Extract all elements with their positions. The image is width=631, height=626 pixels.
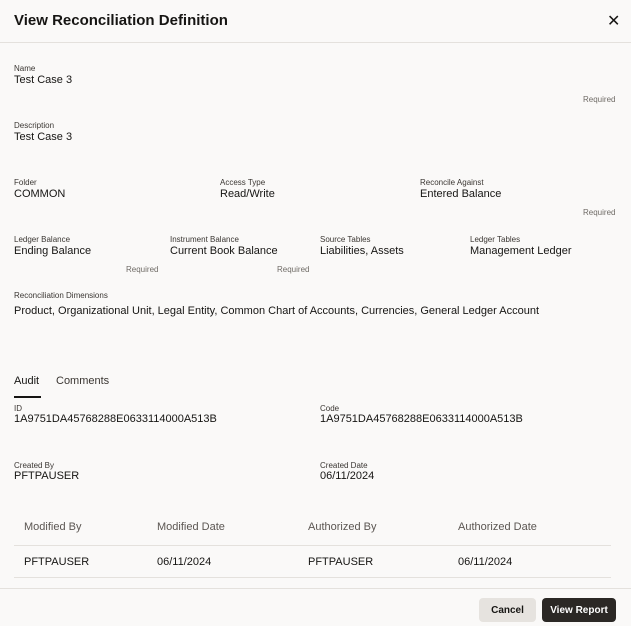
access-type-value: Read/Write [220, 188, 275, 200]
close-icon[interactable]: ✕ [607, 13, 621, 30]
active-tab-indicator [14, 396, 41, 398]
instrument-balance-value: Current Book Balance [170, 245, 278, 257]
ledger-balance-required: Required [126, 265, 159, 274]
reconcile-against-value: Entered Balance [420, 188, 502, 200]
access-type-label: Access Type [220, 178, 266, 187]
tab-comments[interactable]: Comments [56, 375, 110, 387]
dimensions-label: Reconciliation Dimensions [14, 291, 108, 300]
instrument-balance-required: Required [277, 265, 310, 274]
column-header-modified-by: Modified By [24, 521, 82, 533]
cancel-button[interactable]: Cancel [479, 598, 536, 622]
dialog-title: View Reconciliation Definition [14, 12, 228, 29]
column-header-modified-date: Modified Date [157, 521, 225, 533]
column-header-authorized-by: Authorized By [308, 521, 377, 533]
created-date-value: 06/11/2024 [320, 470, 375, 482]
created-date-label: Created Date [320, 461, 368, 470]
footer-divider [0, 588, 631, 589]
tab-audit[interactable]: Audit [14, 375, 40, 387]
table-cell-modified-by: PFTPAUSER [24, 556, 90, 568]
dimensions-value: Product, Organizational Unit, Legal Enti… [14, 305, 540, 317]
id-value: 1A9751DA45768288E0633114000A513B [14, 413, 217, 425]
name-value: Test Case 3 [14, 74, 73, 86]
folder-value: COMMON [14, 188, 66, 200]
instrument-balance-label: Instrument Balance [170, 235, 239, 244]
source-tables-label: Source Tables [320, 235, 371, 244]
source-tables-value: Liabilities, Assets [320, 245, 404, 257]
code-label: Code [320, 404, 340, 413]
table-divider [14, 545, 611, 546]
view-report-button[interactable]: View Report [542, 598, 616, 622]
ledger-balance-value: Ending Balance [14, 245, 92, 257]
ledger-tables-value: Management Ledger [470, 245, 572, 257]
header-divider [0, 42, 631, 43]
created-by-value: PFTPAUSER [14, 470, 80, 482]
created-by-label: Created By [14, 461, 55, 470]
folder-label: Folder [14, 178, 37, 187]
reconcile-against-required: Required [583, 208, 616, 217]
name-label: Name [14, 64, 36, 73]
column-header-authorized-date: Authorized Date [458, 521, 537, 533]
id-label: ID [14, 404, 22, 413]
table-cell-authorized-date: 06/11/2024 [458, 556, 513, 568]
description-label: Description [14, 121, 55, 130]
name-required: Required [583, 95, 616, 104]
table-cell-modified-date: 06/11/2024 [157, 556, 212, 568]
table-divider [14, 577, 611, 578]
ledger-tables-label: Ledger Tables [470, 235, 521, 244]
code-value: 1A9751DA45768288E0633114000A513B [320, 413, 523, 425]
table-cell-authorized-by: PFTPAUSER [308, 556, 374, 568]
description-value: Test Case 3 [14, 131, 73, 143]
ledger-balance-label: Ledger Balance [14, 235, 71, 244]
reconcile-against-label: Reconcile Against [420, 178, 484, 187]
